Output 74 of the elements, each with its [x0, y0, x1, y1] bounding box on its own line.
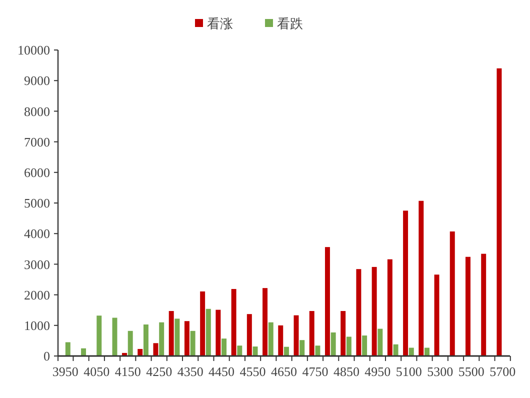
- bar: [496, 68, 502, 356]
- bar: [159, 322, 164, 356]
- y-tick-label: 6000: [24, 164, 50, 180]
- bar: [174, 318, 180, 356]
- x-tick-label: 4650: [271, 364, 297, 379]
- bar: [143, 324, 148, 356]
- x-tick-label: 5100: [396, 364, 422, 379]
- bar: [362, 336, 368, 356]
- bar: [340, 311, 346, 356]
- bar: [252, 346, 258, 356]
- x-tick-label: 4850: [333, 364, 360, 379]
- bar: [153, 343, 158, 356]
- bar: [284, 346, 289, 356]
- y-tick-label: 3000: [24, 256, 50, 272]
- bar: [450, 231, 455, 356]
- bar: [200, 291, 206, 356]
- bar: [324, 247, 330, 356]
- bar: [246, 314, 252, 356]
- bar: [466, 256, 470, 356]
- bar: [231, 288, 236, 356]
- bar: [309, 311, 314, 356]
- bar: [424, 348, 430, 356]
- y-tick-label: 8000: [24, 104, 50, 119]
- bar: [330, 332, 336, 356]
- bar: [190, 330, 196, 356]
- bar: [237, 346, 242, 356]
- x-tick-label: 4050: [84, 364, 110, 379]
- bar: [418, 200, 424, 356]
- bar: [96, 316, 102, 356]
- bar: [408, 348, 414, 356]
- bar: [315, 346, 320, 356]
- x-tick-label: 4550: [240, 364, 266, 379]
- bar: [268, 322, 274, 356]
- bar: [356, 269, 362, 356]
- x-tick-label: 4450: [208, 364, 235, 379]
- x-tick-label: 5700: [490, 364, 516, 379]
- y-tick-label: 9000: [24, 73, 50, 88]
- bar: [206, 308, 211, 356]
- bar: [222, 338, 227, 356]
- bar: [300, 340, 305, 356]
- bar: [81, 348, 86, 356]
- y-tick-label: 4000: [24, 226, 50, 242]
- bar: [278, 325, 284, 356]
- bar: [128, 330, 133, 356]
- x-tick-label: 4350: [177, 364, 204, 379]
- x-tick-label: 5500: [458, 364, 484, 379]
- bar: [387, 259, 392, 356]
- bar: [403, 210, 408, 356]
- legend-label: 看跌: [277, 16, 303, 31]
- bar: [262, 288, 268, 356]
- bar: [184, 321, 190, 356]
- bar: [481, 254, 486, 356]
- y-tick-label: 1000: [24, 318, 50, 333]
- bar: [168, 311, 174, 356]
- y-tick-label: 7000: [24, 134, 50, 150]
- x-tick-label: 4150: [114, 364, 141, 379]
- bar: [372, 266, 377, 356]
- x-tick-label: 4950: [364, 364, 391, 379]
- bar: [216, 310, 221, 356]
- bar: [393, 344, 398, 356]
- bar: [346, 336, 352, 356]
- bar: [434, 274, 440, 356]
- bar: [378, 328, 383, 356]
- x-tick-label: 5300: [427, 364, 454, 379]
- y-tick-label: 0: [44, 348, 50, 364]
- y-tick-label: 5000: [24, 196, 50, 211]
- y-tick-label: 10000: [18, 42, 50, 58]
- x-tick-label: 4250: [146, 364, 172, 379]
- x-tick-label: 4750: [302, 364, 328, 379]
- bar: [138, 348, 143, 356]
- x-tick-label: 3950: [52, 364, 78, 379]
- legend-label: 看涨: [207, 16, 233, 31]
- y-tick-label: 2000: [24, 287, 50, 302]
- bar: [65, 342, 70, 356]
